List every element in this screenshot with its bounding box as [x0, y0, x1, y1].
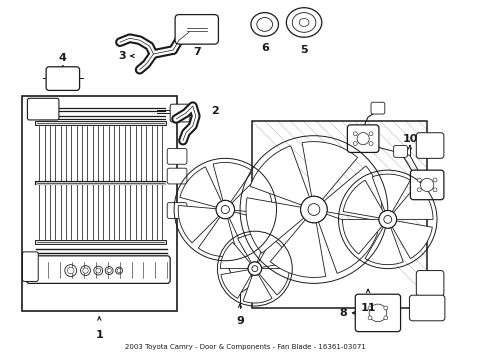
Circle shape [216, 200, 235, 219]
Circle shape [384, 306, 388, 310]
Circle shape [433, 178, 437, 182]
FancyBboxPatch shape [371, 102, 385, 114]
Circle shape [420, 178, 434, 192]
Polygon shape [246, 198, 304, 253]
Polygon shape [221, 270, 251, 298]
Polygon shape [324, 166, 382, 221]
Circle shape [116, 267, 122, 274]
FancyBboxPatch shape [175, 15, 219, 44]
Text: 2003 Toyota Camry - Door & Components - Fan Blade - 16361-03071: 2003 Toyota Camry - Door & Components - … [124, 345, 366, 350]
Polygon shape [343, 219, 382, 254]
Circle shape [301, 196, 327, 223]
Polygon shape [180, 167, 221, 207]
Circle shape [105, 267, 113, 275]
Polygon shape [365, 227, 403, 265]
Polygon shape [250, 146, 309, 205]
FancyBboxPatch shape [26, 256, 170, 283]
Polygon shape [343, 180, 383, 218]
Polygon shape [302, 141, 358, 199]
Polygon shape [198, 217, 238, 257]
Text: 11: 11 [360, 303, 376, 313]
Circle shape [417, 188, 421, 192]
FancyBboxPatch shape [355, 294, 400, 332]
FancyBboxPatch shape [170, 104, 190, 122]
Circle shape [353, 132, 357, 136]
Circle shape [308, 204, 320, 215]
Text: 2: 2 [212, 106, 220, 116]
Polygon shape [259, 269, 289, 295]
Text: 3: 3 [118, 51, 126, 61]
FancyBboxPatch shape [167, 148, 187, 164]
Polygon shape [238, 234, 267, 263]
Circle shape [368, 316, 372, 320]
Circle shape [368, 306, 372, 310]
Bar [22, 96, 177, 311]
Circle shape [433, 188, 437, 192]
Text: 5: 5 [300, 45, 308, 55]
FancyBboxPatch shape [410, 295, 445, 321]
FancyBboxPatch shape [46, 67, 79, 90]
Text: 6: 6 [261, 43, 269, 53]
Ellipse shape [251, 13, 278, 36]
Circle shape [83, 268, 88, 273]
Text: 10: 10 [402, 134, 417, 144]
FancyBboxPatch shape [23, 252, 38, 282]
Circle shape [248, 262, 262, 275]
Text: 9: 9 [236, 316, 244, 326]
Polygon shape [178, 206, 219, 243]
Polygon shape [232, 176, 272, 213]
Circle shape [221, 206, 229, 213]
Text: 7: 7 [193, 47, 200, 57]
FancyBboxPatch shape [27, 98, 59, 120]
Ellipse shape [286, 8, 322, 37]
Text: 4: 4 [59, 53, 67, 63]
Circle shape [357, 132, 369, 145]
FancyBboxPatch shape [393, 145, 408, 157]
Circle shape [252, 266, 258, 271]
Polygon shape [318, 214, 378, 273]
Circle shape [369, 132, 373, 136]
Circle shape [65, 265, 76, 276]
Polygon shape [213, 162, 252, 202]
Polygon shape [243, 274, 272, 303]
Ellipse shape [299, 18, 309, 26]
FancyBboxPatch shape [347, 125, 379, 152]
FancyBboxPatch shape [416, 133, 444, 158]
Ellipse shape [292, 13, 316, 32]
Polygon shape [372, 174, 411, 212]
Circle shape [68, 267, 74, 274]
Circle shape [353, 141, 357, 145]
Polygon shape [393, 185, 433, 219]
Circle shape [369, 141, 373, 145]
Polygon shape [220, 242, 250, 269]
Circle shape [80, 266, 91, 275]
Bar [252, 121, 427, 308]
FancyBboxPatch shape [167, 168, 187, 184]
Circle shape [117, 269, 121, 273]
Text: 1: 1 [96, 329, 103, 339]
Text: 8: 8 [340, 308, 347, 318]
Polygon shape [270, 220, 326, 278]
Circle shape [379, 211, 396, 228]
Circle shape [94, 266, 103, 275]
Ellipse shape [257, 18, 272, 31]
Circle shape [369, 304, 387, 322]
FancyBboxPatch shape [411, 170, 444, 200]
FancyBboxPatch shape [167, 203, 187, 219]
Polygon shape [229, 212, 271, 252]
Circle shape [384, 316, 388, 320]
Polygon shape [392, 221, 432, 258]
Circle shape [417, 178, 421, 182]
Circle shape [107, 269, 111, 273]
Circle shape [384, 215, 392, 223]
Circle shape [96, 268, 101, 273]
Polygon shape [258, 239, 289, 267]
FancyBboxPatch shape [416, 271, 444, 296]
